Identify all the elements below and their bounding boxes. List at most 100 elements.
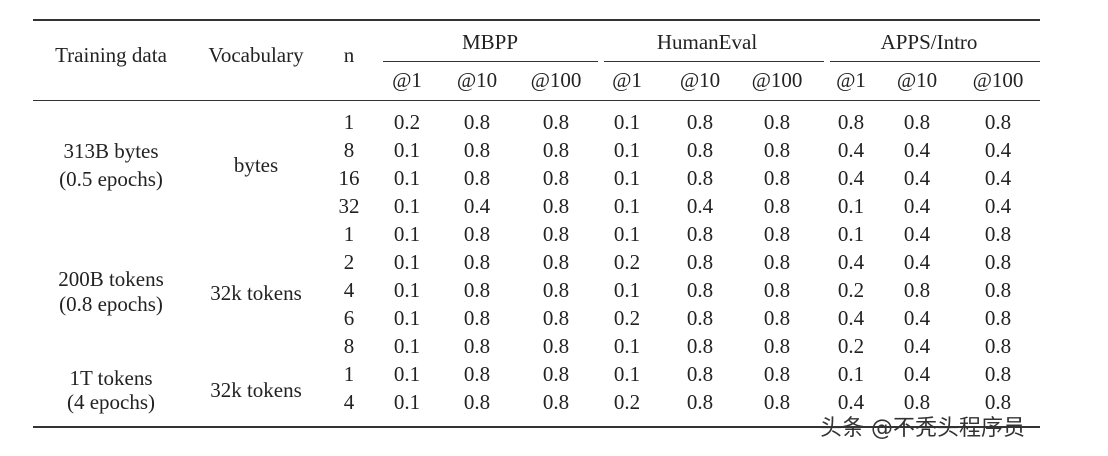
score-cell: 0.4 — [984, 166, 1012, 190]
score-cell: 0.8 — [984, 334, 1012, 358]
score-cell: 0.2 — [613, 250, 641, 274]
score-cell: 0.2 — [613, 390, 641, 414]
score-cell: 0.8 — [686, 250, 714, 274]
header-vocabulary: Vocabulary — [208, 43, 304, 67]
header-k-label: @100 — [751, 68, 803, 92]
score-cell: 0.1 — [613, 194, 641, 218]
score-cell: 0.8 — [686, 138, 714, 162]
header-k-label: @100 — [530, 68, 582, 92]
score-cell: 0.4 — [837, 390, 865, 414]
score-cell: 0.1 — [613, 166, 641, 190]
score-cell: 0.8 — [763, 306, 791, 330]
n-cell: 32 — [338, 194, 360, 218]
score-cell: 0.4 — [903, 362, 931, 386]
watermark: 头条 @不秃头程序员 — [820, 416, 1025, 441]
training-data-line2: (4 epochs) — [66, 390, 156, 414]
score-cell: 0.1 — [393, 306, 421, 330]
score-cell: 0.8 — [763, 138, 791, 162]
score-cell: 0.2 — [393, 110, 421, 134]
score-cell: 0.8 — [763, 194, 791, 218]
score-cell: 0.1 — [613, 334, 641, 358]
score-cell: 0.1 — [393, 250, 421, 274]
score-cell: 0.8 — [763, 278, 791, 302]
n-cell: 1 — [343, 362, 355, 386]
score-cell: 0.8 — [984, 278, 1012, 302]
score-cell: 0.1 — [393, 334, 421, 358]
score-cell: 0.8 — [984, 390, 1012, 414]
score-cell: 0.8 — [984, 222, 1012, 246]
score-cell: 0.8 — [542, 222, 570, 246]
score-cell: 0.4 — [984, 194, 1012, 218]
score-cell: 0.8 — [763, 362, 791, 386]
header-group-apps: APPS/Intro — [880, 30, 978, 54]
header-k-label: @10 — [896, 68, 938, 92]
n-cell: 2 — [343, 250, 355, 274]
group-rule-humaneval — [604, 61, 824, 62]
training-data-line2: (0.5 epochs) — [59, 167, 163, 191]
score-cell: 0.1 — [613, 278, 641, 302]
score-cell: 0.8 — [463, 138, 491, 162]
score-cell: 0.4 — [903, 334, 931, 358]
score-cell: 0.8 — [463, 166, 491, 190]
n-cell: 6 — [343, 306, 355, 330]
score-cell: 0.8 — [763, 110, 791, 134]
score-cell: 0.8 — [542, 194, 570, 218]
training-data-line1: 1T tokens — [69, 366, 153, 390]
score-cell: 0.4 — [903, 306, 931, 330]
score-cell: 0.8 — [686, 166, 714, 190]
score-cell: 0.8 — [686, 306, 714, 330]
score-cell: 0.8 — [542, 306, 570, 330]
score-cell: 0.4 — [837, 166, 865, 190]
score-cell: 0.4 — [903, 250, 931, 274]
score-cell: 0.8 — [686, 110, 714, 134]
training-data-line1: 313B bytes — [63, 139, 159, 163]
score-cell: 0.8 — [463, 362, 491, 386]
score-cell: 0.8 — [463, 222, 491, 246]
score-cell: 0.8 — [686, 390, 714, 414]
score-cell: 0.1 — [837, 222, 865, 246]
top-rule — [33, 19, 1040, 21]
header-training-data: Training data — [55, 43, 167, 67]
score-cell: 0.8 — [463, 390, 491, 414]
score-cell: 0.1 — [393, 222, 421, 246]
group-rule-apps — [830, 61, 1040, 62]
score-cell: 0.4 — [837, 306, 865, 330]
score-cell: 0.8 — [984, 110, 1012, 134]
score-cell: 0.1 — [393, 166, 421, 190]
score-cell: 0.8 — [542, 138, 570, 162]
score-cell: 0.8 — [984, 362, 1012, 386]
score-cell: 0.8 — [686, 222, 714, 246]
score-cell: 0.8 — [763, 390, 791, 414]
score-cell: 0.1 — [613, 138, 641, 162]
header-k-label: @1 — [392, 68, 422, 92]
score-cell: 0.1 — [393, 194, 421, 218]
score-cell: 0.4 — [903, 138, 931, 162]
score-cell: 0.2 — [613, 306, 641, 330]
n-cell: 4 — [343, 278, 355, 302]
vocabulary-cell: 32k tokens — [210, 281, 302, 305]
score-cell: 0.8 — [542, 362, 570, 386]
score-cell: 0.1 — [613, 362, 641, 386]
score-cell: 0.8 — [837, 110, 865, 134]
score-cell: 0.8 — [463, 250, 491, 274]
score-cell: 0.1 — [837, 194, 865, 218]
vocabulary-cell: bytes — [233, 153, 279, 177]
n-cell: 1 — [343, 110, 355, 134]
header-group-humaneval: HumanEval — [656, 30, 758, 54]
n-cell: 1 — [343, 222, 355, 246]
n-cell: 8 — [343, 138, 355, 162]
score-cell: 0.8 — [686, 278, 714, 302]
header-k-label: @1 — [836, 68, 866, 92]
score-cell: 0.4 — [837, 250, 865, 274]
score-cell: 0.1 — [613, 110, 641, 134]
score-cell: 0.8 — [542, 110, 570, 134]
score-cell: 0.8 — [903, 110, 931, 134]
training-data-line1: 200B tokens — [58, 267, 164, 291]
score-cell: 0.8 — [542, 334, 570, 358]
score-cell: 0.4 — [686, 194, 714, 218]
n-cell: 16 — [338, 166, 360, 190]
score-cell: 0.8 — [763, 166, 791, 190]
score-cell: 0.8 — [463, 110, 491, 134]
group-rule-mbpp — [383, 61, 598, 62]
score-cell: 0.1 — [837, 362, 865, 386]
